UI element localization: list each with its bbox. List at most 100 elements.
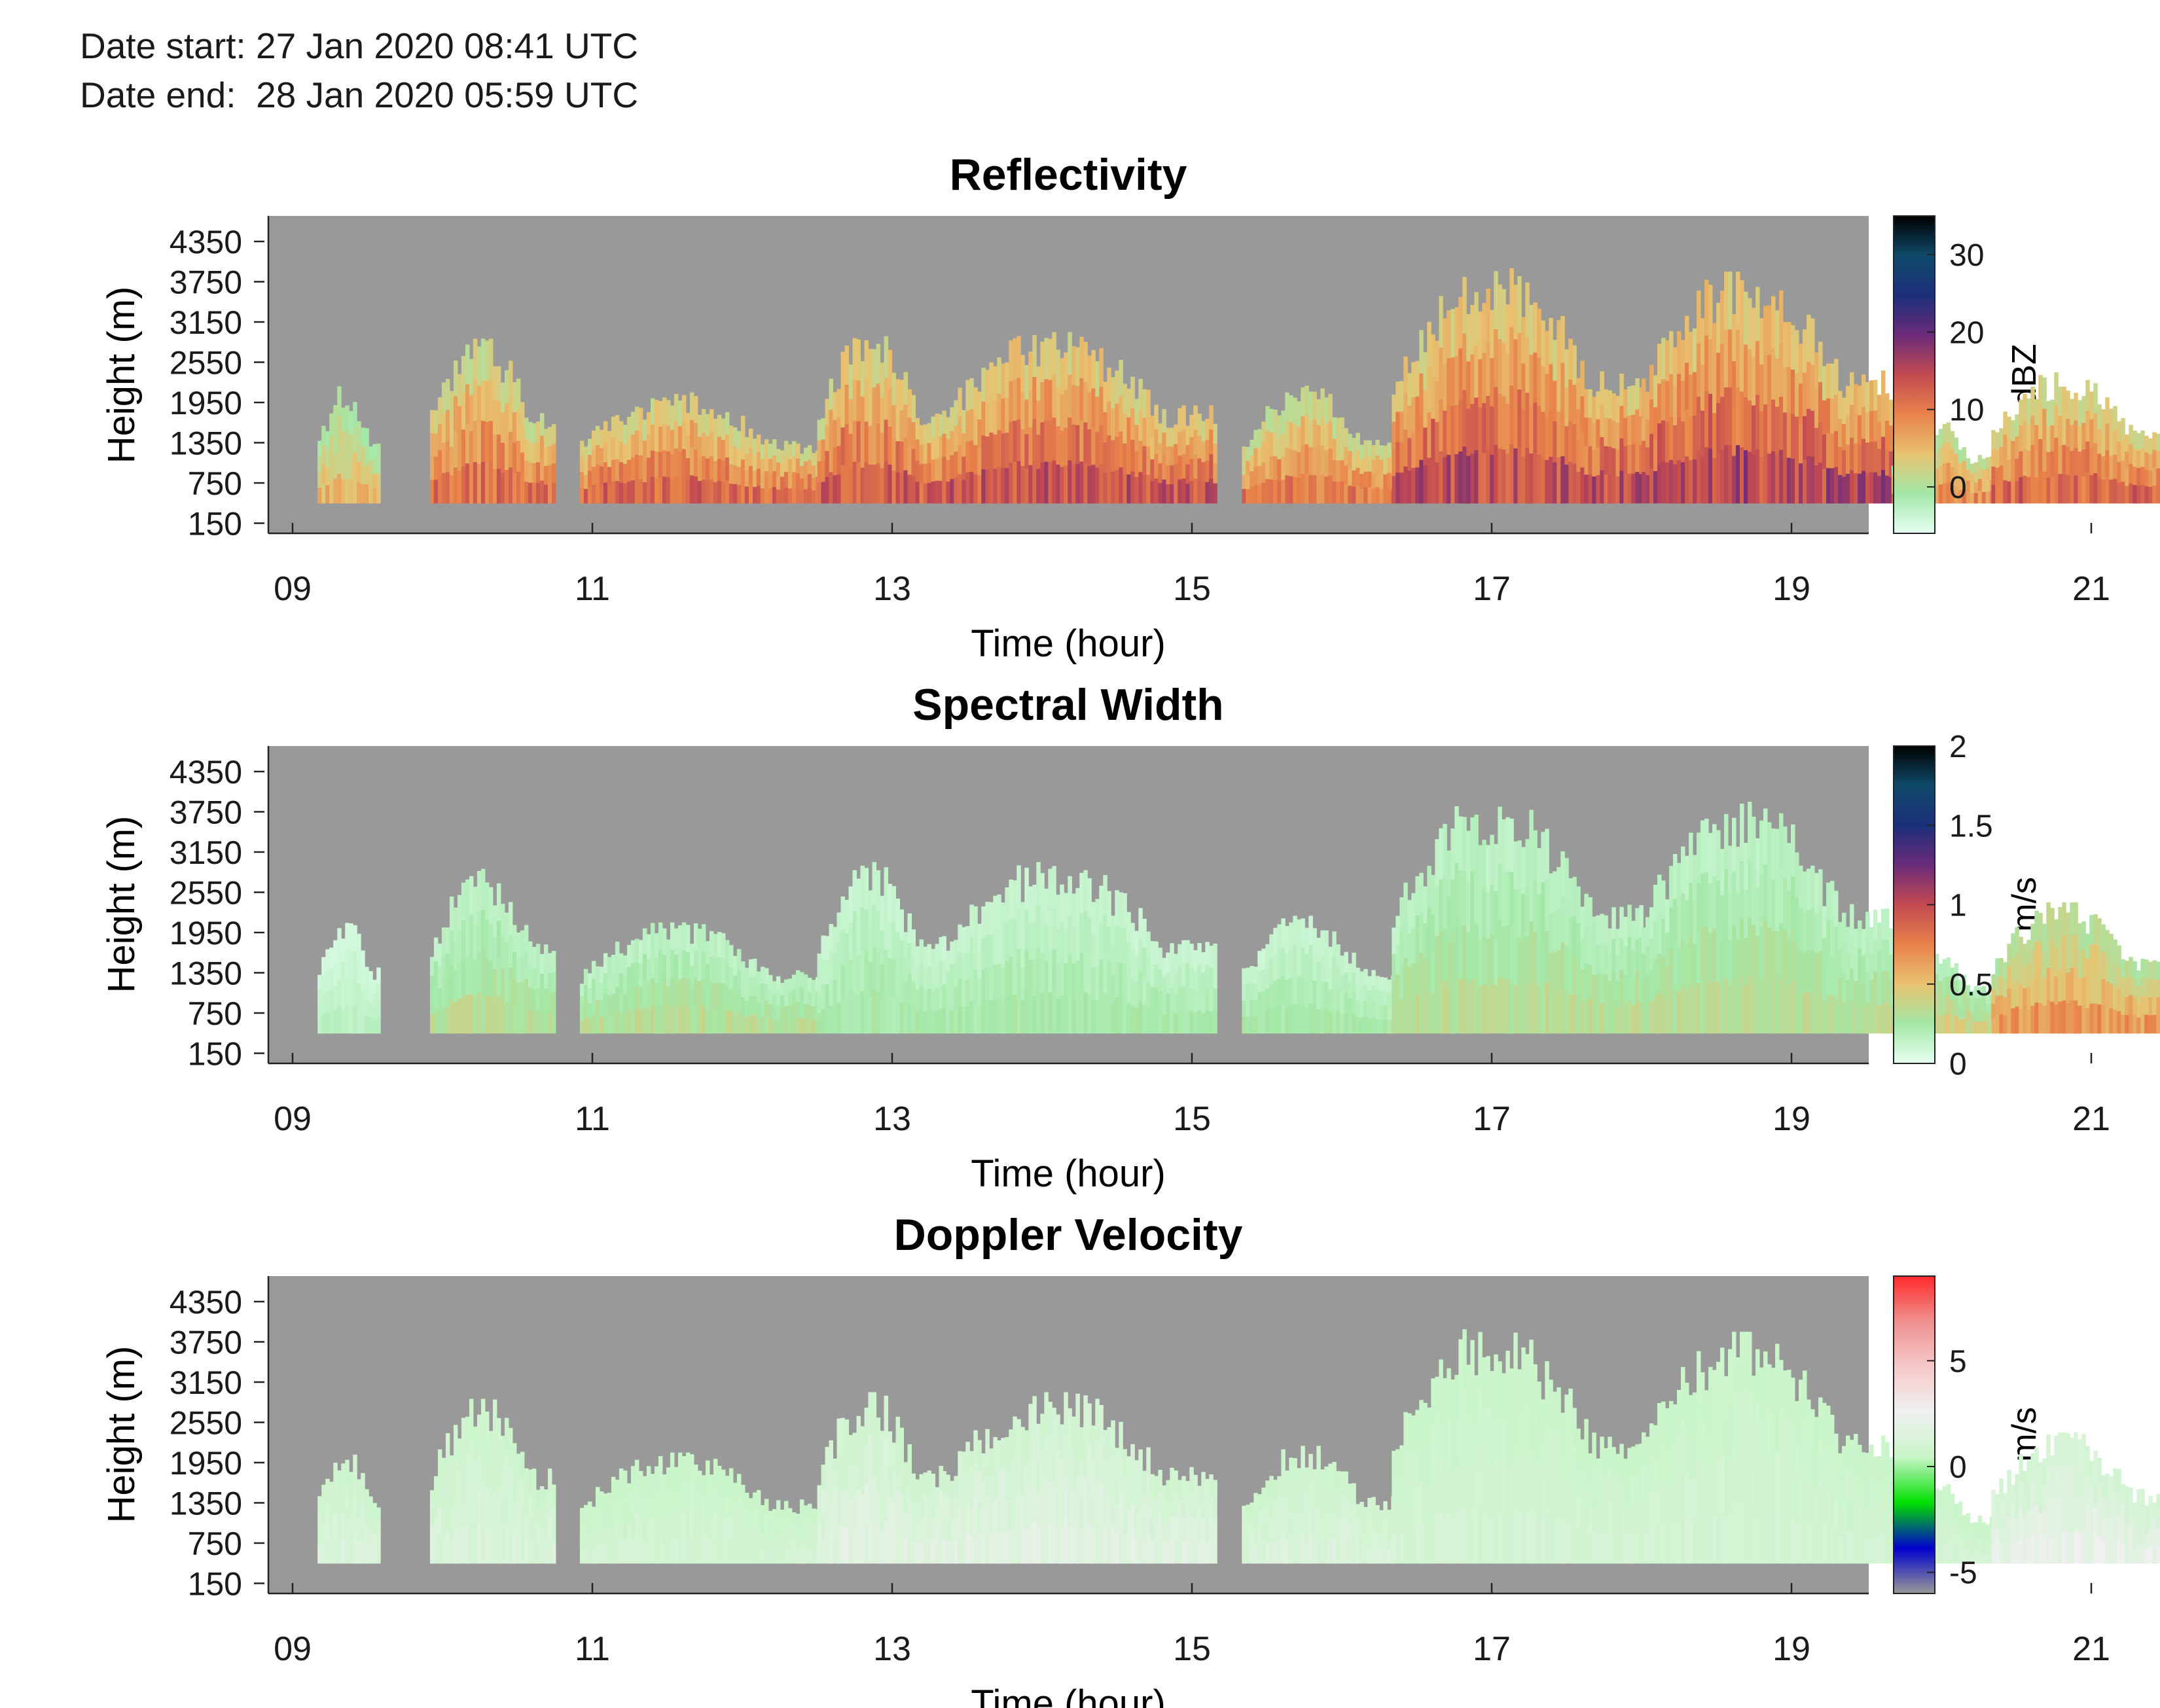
- echo-cell: [2121, 1014, 2125, 1034]
- echo-cell: [654, 933, 659, 959]
- echo-cell: [1950, 1000, 1955, 1018]
- echo-cell: [977, 475, 982, 504]
- echo-cell: [1657, 344, 1662, 384]
- echo-cell: [736, 1012, 742, 1034]
- echo-cell: [1138, 410, 1143, 442]
- echo-cell: [658, 1482, 663, 1510]
- echo-cell: [2081, 977, 2086, 1006]
- echo-cell: [799, 987, 804, 1003]
- echo-cell: [1970, 991, 1975, 1003]
- echo-cell: [1083, 342, 1088, 383]
- echo-cell: [1673, 386, 1678, 426]
- echo-cell: [1150, 459, 1155, 482]
- echo-cell: [752, 995, 757, 1015]
- echo-cell: [2078, 923, 2082, 952]
- echo-cell: [1838, 1005, 1843, 1034]
- echo-cell: [1564, 349, 1569, 389]
- echo-cell: [539, 413, 545, 436]
- echo-cell: [848, 433, 853, 469]
- echo-cell: [1257, 429, 1262, 448]
- echo-cell: [429, 995, 435, 1015]
- echo-cell: [1111, 1003, 1115, 1034]
- echo-cell: [516, 1453, 521, 1482]
- echo-cell: [1273, 927, 1278, 955]
- echo-cell: [2066, 912, 2070, 944]
- echo-cell: [880, 397, 884, 434]
- echo-cell: [1111, 916, 1115, 946]
- echo-cell: [341, 479, 346, 504]
- echo-cell: [376, 1549, 381, 1564]
- echo-cell: [508, 1000, 513, 1034]
- echo-cell: [1681, 893, 1685, 940]
- echo-cell: [457, 438, 462, 472]
- echo-cell: [1285, 392, 1289, 421]
- echo-cell: [587, 1548, 592, 1564]
- echo-cell: [1748, 975, 1752, 1034]
- echo-cell: [441, 1457, 446, 1485]
- echo-cell: [587, 487, 592, 504]
- echo-cell: [1289, 476, 1293, 504]
- echo-cell: [2093, 944, 2098, 974]
- echo-cell: [646, 1514, 651, 1540]
- echo-cell: [899, 380, 904, 411]
- echo-cell: [1044, 925, 1049, 961]
- echo-cell: [907, 943, 912, 974]
- echo-cell: [685, 480, 691, 504]
- echo-cell: [1977, 455, 1983, 468]
- echo-cell: [899, 940, 904, 972]
- echo-cell: [807, 1019, 812, 1034]
- echo-cell: [642, 1498, 647, 1520]
- echo-cell: [531, 1011, 537, 1034]
- echo-cell: [1040, 993, 1045, 1034]
- echo-cell: [1458, 816, 1463, 871]
- echo-cell: [496, 435, 501, 470]
- echo-cell: [1846, 444, 1850, 474]
- echo-cell: [1611, 907, 1616, 940]
- echo-cell: [1877, 950, 1882, 978]
- echo-cell: [1615, 955, 1620, 982]
- echo-cell: [1865, 472, 1870, 504]
- echo-cell: [622, 483, 628, 504]
- echo-cell: [701, 978, 706, 1006]
- echo-cell: [666, 1515, 671, 1540]
- echo-cell: [622, 1470, 628, 1495]
- echo-cell: [1697, 344, 1701, 397]
- echo-cell: [1873, 472, 1878, 504]
- echo-cell: [1246, 461, 1250, 476]
- echo-cell: [1146, 982, 1151, 1008]
- echo-cell: [1525, 337, 1530, 393]
- echo-cell: [709, 479, 714, 504]
- echo-cell: [599, 1491, 604, 1510]
- echo-cell: [713, 959, 718, 984]
- echo-cell: [1273, 480, 1278, 504]
- echo-cell: [1253, 484, 1258, 504]
- echo-cell: [512, 442, 517, 474]
- echo-cell: [587, 973, 592, 989]
- echo-cell: [760, 1548, 765, 1564]
- echo-cell: [603, 1528, 608, 1546]
- echo-cell: [1740, 447, 1744, 504]
- echo-cell: [1588, 474, 1593, 504]
- echo-cell: [915, 989, 920, 1012]
- echo-cell: [1946, 1014, 1951, 1034]
- echo-cell: [1661, 957, 1666, 995]
- echo-cell: [535, 462, 541, 484]
- echo-cell: [337, 474, 342, 504]
- echo-cell: [1056, 349, 1060, 389]
- echo-cell: [1838, 474, 1843, 504]
- echo-cell: [457, 1438, 462, 1470]
- echo-cell: [1732, 817, 1737, 872]
- echo-cell: [1529, 354, 1534, 405]
- echo-cell: [2121, 460, 2125, 482]
- echo-cell: [1403, 429, 1408, 467]
- echo-cell: [1755, 935, 1760, 985]
- echo-cell: [551, 971, 556, 993]
- echo-cell: [1545, 931, 1549, 983]
- echo-cell: [884, 908, 888, 951]
- echo-cell: [791, 1537, 797, 1551]
- echo-cell: [829, 472, 833, 504]
- echo-cell: [721, 1469, 726, 1494]
- panel-title: Spectral Width: [912, 680, 1223, 730]
- echo-cell: [1261, 948, 1266, 970]
- echo-cell: [895, 441, 900, 473]
